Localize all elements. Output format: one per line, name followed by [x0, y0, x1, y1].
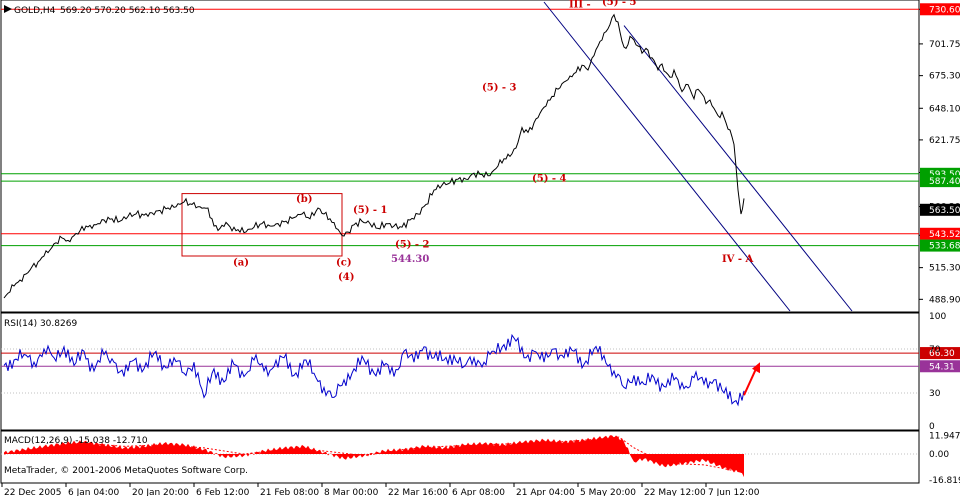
time-tick-label: 22 Mar 16:00	[388, 488, 448, 496]
rsi-level-tag-bg	[920, 347, 960, 360]
time-tick-label: 22 May 12:00	[644, 488, 706, 496]
time-tick-label: 21 Feb 08:00	[260, 488, 319, 496]
macd-tick-label: -16.819	[929, 476, 960, 486]
menu-arrow-icon[interactable]	[4, 5, 12, 13]
time-axis-ticks: 22 Dec 2005 6 Jan 04:00 20 Jan 20:00 6 Feb …	[1, 483, 760, 496]
rsi-label: RSI(14) 30.8269	[4, 319, 77, 329]
price-panel-frame	[0, 0, 920, 313]
time-tick-label: 6 Apr 08:00	[452, 488, 505, 496]
wave-label: 544.30	[391, 254, 429, 265]
rsi-axis-ticks: 66.30 54.31 100 70 30 0	[920, 312, 960, 432]
time-tick-label: 22 Dec 2005	[4, 488, 62, 496]
rsi-tick-label: 70	[929, 345, 941, 355]
time-tick-label: 21 Apr 04:00	[516, 488, 575, 496]
wave-label: (5) - 3	[482, 82, 517, 93]
rsi-tick-label: 30	[929, 389, 941, 399]
level-tag-text: 593.50	[929, 170, 960, 180]
time-tick-label: 6 Jan 04:00	[68, 488, 120, 496]
price-tick-label: 621.75	[929, 136, 960, 146]
channel-line-lower	[543, 1, 791, 312]
macd-axis-ticks: 11.947 0.00 -16.819	[929, 432, 960, 486]
price-tick-label: 488.90	[929, 295, 960, 305]
wave-label: (a)	[233, 258, 249, 269]
rsi-arrow-head	[752, 362, 760, 374]
rsi-level-tag-text: 54.31	[929, 362, 955, 372]
wave-label: IV - A	[722, 254, 754, 265]
close-tag-text: 563.50	[929, 206, 960, 216]
rsi-panel-frame	[0, 312, 920, 431]
rsi-line	[3, 333, 745, 407]
level-tag-bg	[920, 175, 960, 188]
wave-label: (b)	[296, 194, 312, 205]
wave-label: III -	[569, 0, 591, 11]
level-tag-text: 533.68	[929, 242, 960, 252]
macd-series	[1, 435, 919, 478]
level-tag-text: 587.40	[929, 177, 960, 187]
wave-annotations: III - (5) - 5 (5) - 3 (5) - 4 (b) (5) - 1 (5) …	[233, 0, 754, 283]
wave-label: (4)	[338, 272, 354, 283]
price-tick-label: 648.10	[929, 104, 960, 114]
rsi-series	[1, 333, 919, 407]
wave-label: (5) - 5	[602, 0, 637, 8]
macd-panel-frame	[0, 430, 920, 484]
time-tick-label: 20 Jan 20:00	[132, 488, 189, 496]
time-tick-label: 8 Mar 00:00	[324, 488, 379, 496]
price-tick-label: 515.30	[929, 264, 960, 274]
level-tag-text: 543.52	[929, 230, 960, 240]
channel-line-upper	[623, 25, 853, 312]
time-tick-label: 7 Jun 12:00	[708, 488, 760, 496]
time-tick-label: 6 Feb 12:00	[196, 488, 250, 496]
price-axis-ticks: 730.60701.75675.30648.10621.75594.60566.…	[919, 5, 960, 305]
channel-lines	[543, 1, 853, 312]
time-tick-label: 5 May 20:00	[580, 488, 636, 496]
level-tag-bg	[920, 3, 960, 16]
wave-label: (5) - 1	[353, 205, 388, 216]
rsi-tick-label: 0	[929, 422, 935, 432]
macd-histogram	[4, 435, 744, 478]
level-tag-text: 730.60	[929, 5, 960, 15]
consolidation-box	[181, 193, 343, 257]
price-tick-label: 701.75	[929, 40, 960, 50]
rsi-tick-label: 100	[929, 312, 946, 322]
level-tag-bg	[920, 239, 960, 252]
symbol-label: GOLD,H4	[14, 6, 56, 16]
wave-4-box	[181, 193, 343, 257]
price-line	[3, 13, 745, 299]
wave-label: (5) - 2	[395, 240, 430, 251]
price-tick-label: 675.30	[929, 72, 960, 82]
copyright-label: MetaTrader, © 2001-2006 MetaQuotes Softw…	[4, 466, 248, 476]
wave-label: (c)	[336, 258, 352, 269]
rsi-level-tag-bg	[920, 360, 960, 373]
macd-tick-label: 0.00	[929, 450, 949, 460]
price-series	[3, 13, 745, 299]
close-tag-bg	[920, 203, 960, 216]
rsi-arrow-line	[743, 368, 757, 396]
price-level-lines	[1, 8, 919, 247]
level-tag-bg	[920, 227, 960, 240]
ohlc-label: 569.20 570.20 562.10 563.50	[60, 6, 195, 16]
macd-tick-label: 11.947	[929, 432, 960, 442]
macd-label: MACD(12,26,9) -15.038 -12.710	[4, 436, 148, 446]
rsi-level-tag-text: 66.30	[929, 349, 955, 359]
wave-label: (5) - 4	[532, 174, 567, 185]
